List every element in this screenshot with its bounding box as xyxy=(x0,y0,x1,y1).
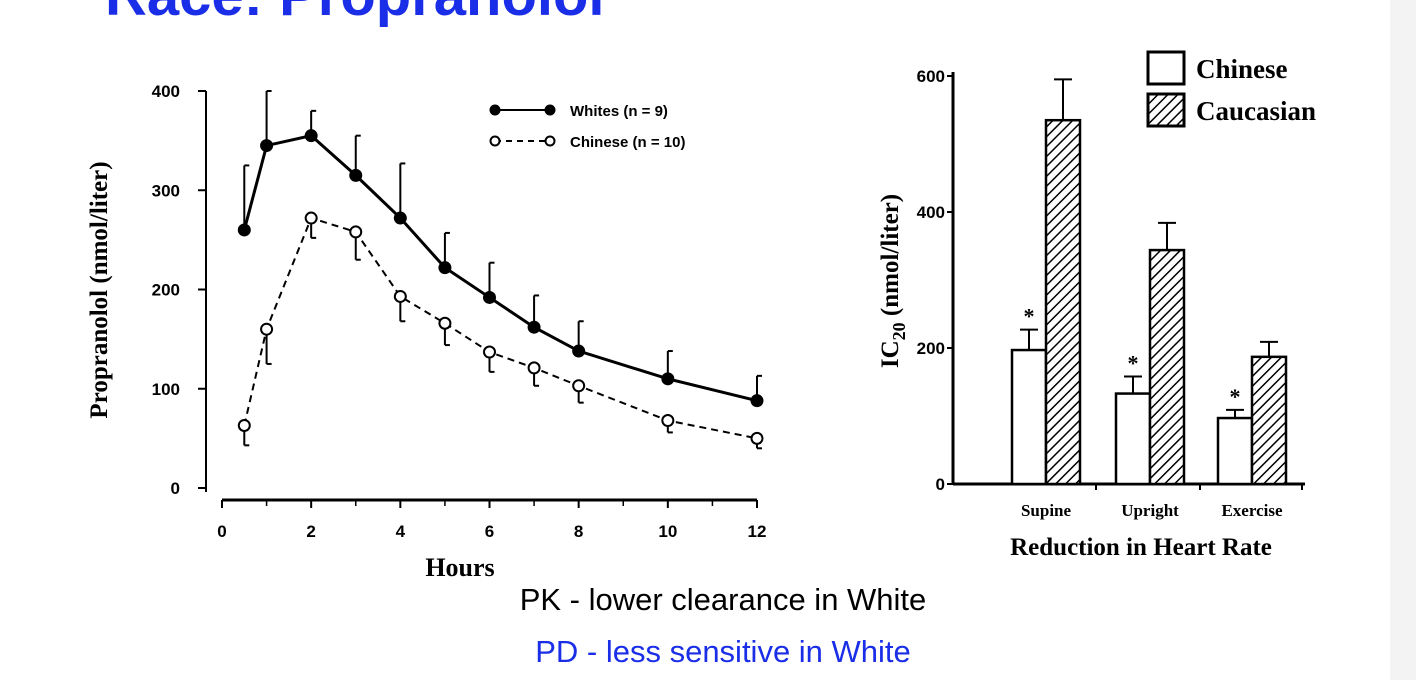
pk-line-chart: 0 100 200 300 400 0 2 4 6 8 10 12 Whites (n = 9) Chi… xyxy=(86,82,767,582)
pd-y-tick-label: 600 xyxy=(917,67,945,86)
pd-bar xyxy=(1148,248,1186,486)
pk-data-point xyxy=(483,345,496,359)
pk-x-tick-label: 2 xyxy=(306,522,315,541)
pk-x-tick-label: 0 xyxy=(217,522,226,541)
pk-data-point xyxy=(260,322,274,336)
pk-data-point xyxy=(393,289,407,303)
pd-y-tick-label: 400 xyxy=(917,203,945,222)
pk-data-point xyxy=(661,414,675,428)
pk-legend: Whites (n = 9) Chinese (n = 10) xyxy=(489,103,685,151)
pk-caption: PK - lower clearance in White xyxy=(519,582,927,617)
pd-bar-caucasian xyxy=(1250,340,1288,486)
pd-significance-asterisk: * xyxy=(1128,351,1139,376)
pd-bar-chinese: * xyxy=(1010,304,1048,486)
pd-significance-asterisk: * xyxy=(1230,384,1241,409)
pk-data-point xyxy=(438,261,452,275)
pd-significance-asterisk: * xyxy=(1024,304,1035,329)
pk-series-line xyxy=(243,216,758,440)
pk-data-point xyxy=(572,344,586,358)
pk-legend-label: Chinese (n = 10) xyxy=(570,134,685,151)
pk-data-point xyxy=(349,168,363,182)
pd-legend-label: Caucasian xyxy=(1196,96,1316,126)
pd-category-label: Supine xyxy=(1021,501,1072,520)
pk-x-axis-label: Hours xyxy=(425,553,494,582)
pk-axes xyxy=(205,91,757,502)
pd-bar-chinese: * xyxy=(1216,384,1254,486)
pk-data-point xyxy=(527,361,541,375)
pd-y-label-main: IC xyxy=(877,340,904,368)
pk-data-point xyxy=(572,379,586,393)
pd-bar xyxy=(1044,118,1082,486)
pd-legend-swatch xyxy=(1146,50,1186,86)
pk-data-point xyxy=(393,211,407,225)
pk-data-point xyxy=(260,139,274,153)
pd-bar-chinese: * xyxy=(1114,351,1152,486)
pd-ticks: 0 200 400 600 Supine Upright Exercise xyxy=(917,67,1303,520)
pk-x-tick-label: 4 xyxy=(396,522,406,541)
slide-title: Race: Propranolol xyxy=(105,0,605,29)
pk-data-point xyxy=(527,320,541,334)
pd-y-label-unit: (nmol/liter) xyxy=(877,194,904,322)
pk-data-point xyxy=(304,211,318,225)
pk-ticks: 0 100 200 300 400 0 2 4 6 8 10 12 xyxy=(152,82,767,541)
slide-edge xyxy=(1390,0,1416,680)
pk-series-line xyxy=(242,134,758,403)
pd-bar xyxy=(1250,355,1288,486)
pk-y-axis-label: Propranolol (nmol/liter) xyxy=(86,161,113,418)
pk-legend-marker xyxy=(544,104,556,116)
pd-y-tick-label: 0 xyxy=(936,475,945,494)
pk-data-point xyxy=(750,431,764,445)
pd-caption: PD - less sensitive in White xyxy=(535,634,911,669)
pk-data-point xyxy=(237,223,251,237)
pk-y-tick-label: 300 xyxy=(152,181,180,200)
pd-legend-swatch xyxy=(1146,92,1186,128)
pd-bar-chart: 0 200 400 600 Supine Upright Exercise * * * Chin… xyxy=(877,50,1316,561)
pk-legend-marker xyxy=(489,135,501,147)
pk-y-tick-label: 200 xyxy=(152,281,180,300)
pd-category-label: Exercise xyxy=(1221,501,1283,520)
pk-x-tick-label: 6 xyxy=(485,522,494,541)
pd-category-label: Upright xyxy=(1121,501,1179,520)
pk-legend-label: Whites (n = 9) xyxy=(570,103,668,120)
pk-data-point xyxy=(237,418,251,432)
pk-data-point xyxy=(349,225,363,239)
pk-series-whites xyxy=(237,90,764,408)
pk-x-tick-label: 12 xyxy=(748,522,767,541)
pk-data-point xyxy=(304,129,318,143)
pd-legend-label: Chinese xyxy=(1196,54,1288,84)
pk-data-point xyxy=(483,290,496,304)
pk-data-point xyxy=(750,394,764,408)
pk-y-tick-label: 100 xyxy=(152,380,180,399)
pk-legend-marker xyxy=(544,135,556,147)
pk-data-point xyxy=(438,316,452,330)
pk-y-tick-label: 400 xyxy=(152,82,180,101)
pk-series xyxy=(237,90,764,450)
pd-x-axis-label: Reduction in Heart Rate xyxy=(1010,534,1272,561)
pk-data-point xyxy=(661,372,675,386)
pk-series-chinese xyxy=(237,211,764,450)
pd-bars: * * * xyxy=(1010,78,1288,486)
pd-bar-caucasian xyxy=(1044,78,1082,486)
pk-y-tick-label: 0 xyxy=(171,479,180,498)
pd-legend: Chinese Caucasian xyxy=(1146,50,1316,128)
pd-bar xyxy=(1114,392,1152,486)
pk-x-tick-label: 10 xyxy=(658,522,677,541)
pd-y-axis-label: IC20 (nmol/liter) xyxy=(877,194,909,368)
pd-bar-caucasian xyxy=(1148,221,1186,486)
pd-bar xyxy=(1216,416,1254,486)
pd-y-tick-label: 200 xyxy=(917,339,945,358)
pk-x-tick-label: 8 xyxy=(574,522,583,541)
pk-legend-marker xyxy=(489,104,501,116)
pd-bar xyxy=(1010,348,1048,486)
pd-y-label-subscript: 20 xyxy=(889,322,909,340)
